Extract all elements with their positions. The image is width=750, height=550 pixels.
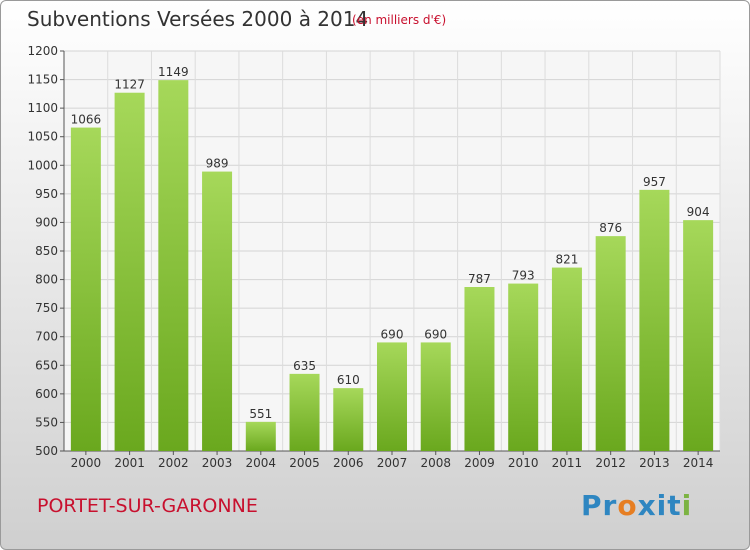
x-tick-label: 2003	[202, 456, 233, 470]
x-tick-label: 2004	[246, 456, 277, 470]
commune-name: PORTET-SUR-GARONNE	[37, 495, 258, 517]
chart-title: Subventions Versées 2000 à 2014	[27, 7, 369, 31]
y-tick-label: 800	[35, 273, 58, 287]
x-tick-label: 2006	[333, 456, 364, 470]
y-tick-label: 700	[35, 330, 58, 344]
logo-letter: t	[667, 489, 682, 522]
x-tick-label: 2009	[464, 456, 495, 470]
chart-unit-note: (en milliers d'€)	[352, 13, 447, 27]
bar-2012	[595, 236, 626, 451]
x-tick-label: 2002	[158, 456, 189, 470]
y-tick-label: 650	[35, 358, 58, 372]
data-label-2004: 551	[249, 407, 272, 421]
y-tick-label: 1050	[27, 130, 58, 144]
y-tick-label: 850	[35, 244, 58, 258]
logo-letter: x	[637, 489, 657, 522]
x-tick-label: 2007	[377, 456, 408, 470]
bar-2003	[202, 171, 233, 452]
data-label-2009: 787	[468, 272, 491, 286]
logo-letter: r	[602, 489, 618, 522]
y-tick-label: 1200	[27, 44, 58, 58]
bar-2014	[683, 220, 714, 451]
x-tick-label: 2005	[289, 456, 320, 470]
data-label-2012: 876	[599, 221, 622, 235]
logo-letter: o	[617, 489, 638, 522]
bar-2009	[464, 287, 495, 451]
bar-2011	[551, 267, 582, 451]
data-label-2013: 957	[643, 175, 666, 189]
data-label-2000: 1066	[71, 113, 102, 127]
data-label-2011: 821	[555, 253, 578, 267]
bar-2000	[70, 127, 101, 452]
data-labels: 1066 1127 1149 989 551 635 610 690 690 787 793 821 8…	[71, 65, 710, 421]
data-label-2014: 904	[687, 205, 710, 219]
bar-2006	[333, 388, 364, 451]
y-tick-label: 950	[35, 187, 58, 201]
bar-2013	[639, 189, 670, 451]
data-label-2007: 690	[381, 327, 404, 341]
logo-letter: P	[581, 489, 603, 522]
bar-2010	[508, 283, 539, 451]
data-label-2006: 610	[337, 373, 360, 387]
proxiti-logo: Proxiti	[581, 489, 692, 522]
bar-2005	[289, 373, 320, 451]
bar-2008	[420, 342, 451, 451]
data-label-2001: 1127	[114, 78, 145, 92]
x-tick-label: 2000	[71, 456, 102, 470]
y-tick-label: 1100	[27, 101, 58, 115]
bar-2004	[245, 421, 276, 451]
y-tick-label: 1150	[27, 73, 58, 87]
y-tick-label: 900	[35, 215, 58, 229]
data-label-2002: 1149	[158, 65, 189, 79]
x-tick-label: 2012	[595, 456, 626, 470]
x-tick-label: 2014	[683, 456, 714, 470]
bar-2007	[377, 342, 407, 451]
logo-letter: i	[681, 489, 693, 522]
bar-2002	[158, 80, 189, 452]
y-tick-label: 600	[35, 387, 58, 401]
y-tick-label: 500	[35, 444, 58, 458]
y-tick-label: 550	[35, 415, 58, 429]
bars	[70, 80, 714, 452]
x-tick-label: 2008	[420, 456, 451, 470]
data-label-2008: 690	[424, 327, 447, 341]
data-label-2010: 793	[512, 269, 535, 283]
x-tick-label: 2010	[508, 456, 539, 470]
y-tick-label: 750	[35, 301, 58, 315]
data-label-2003: 989	[206, 157, 229, 171]
data-label-2005: 635	[293, 359, 316, 373]
bar-2001	[114, 92, 145, 451]
x-tick-label: 2013	[639, 456, 670, 470]
x-tick-label: 2011	[552, 456, 583, 470]
y-tick-label: 1000	[27, 158, 58, 172]
axes: 500 550 600 650 700 750 800 850 900 950 1000 1050 11…	[27, 44, 720, 470]
logo-letter: i	[656, 489, 668, 522]
x-tick-label: 2001	[114, 456, 145, 470]
